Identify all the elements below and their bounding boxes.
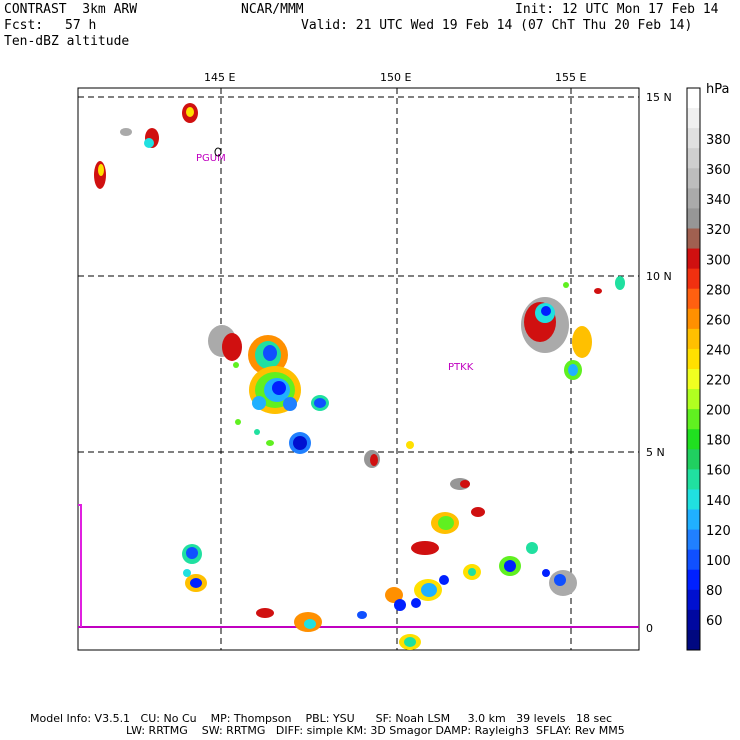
- colorbar-tick-label: 300: [706, 253, 731, 268]
- lon-label-145: 145 E: [204, 71, 235, 84]
- colorbar-tick-label: 320: [706, 223, 731, 238]
- colorbar-swatch: [687, 369, 700, 390]
- colorbar-tick-label: 220: [706, 374, 731, 389]
- colorbar-tick-label: 140: [706, 494, 731, 509]
- colorbar-swatch: [687, 509, 700, 531]
- map-frame: [77, 87, 640, 651]
- fcst-value: 57 h: [65, 18, 97, 33]
- colorbar-swatch: [687, 529, 700, 551]
- colorbar-swatch: [687, 489, 700, 510]
- colorbar-swatch: [687, 389, 700, 410]
- colorbar-swatch: [687, 228, 700, 250]
- colorbar-tick-label: 360: [706, 163, 731, 178]
- colorbar-swatch: [687, 569, 700, 591]
- colorbar-tick-label: 160: [706, 464, 731, 479]
- lat-label-15: 15 N: [646, 91, 672, 104]
- graticule: [78, 88, 639, 650]
- lat-label-10: 10 N: [646, 270, 672, 283]
- colorbar-swatch: [687, 128, 700, 149]
- colorbar-swatch: [687, 549, 700, 571]
- echo-cluster-east: [521, 276, 625, 380]
- colorbar-tick-label: 80: [706, 584, 723, 599]
- echo-cluster-south: [182, 544, 577, 650]
- colorbar-tick-label: 200: [706, 404, 731, 419]
- colorbar-tick-label: 240: [706, 343, 731, 358]
- colorbar-swatch: [687, 328, 700, 350]
- colorbar-swatch: [687, 108, 700, 129]
- fcst-label: Fcst:: [4, 18, 44, 33]
- station-ptkk: PTKK: [448, 362, 474, 373]
- valid-time: Valid: 21 UTC Wed 19 Feb 14 (07 ChT Thu …: [301, 18, 693, 33]
- colorbar-swatch: [687, 409, 700, 430]
- colorbar-swatch: [687, 88, 700, 109]
- colorbar-tick-label: 280: [706, 283, 731, 298]
- colorbar-swatch: [687, 629, 700, 651]
- colorbar-swatch: [687, 308, 700, 330]
- org-label: NCAR/MMM: [241, 2, 304, 17]
- radar-echo-cells: [94, 103, 625, 650]
- colorbar-swatch: [687, 148, 700, 169]
- colorbar-labels: 380 360 340 320 300 280 260 240 220 200 180 160 140 1…: [706, 133, 731, 629]
- lon-label-150: 150 E: [380, 71, 411, 84]
- lon-label-155: 155 E: [555, 71, 586, 84]
- colorbar-swatch: [687, 469, 700, 490]
- colorbar-swatch: [687, 248, 700, 270]
- colorbar-tick-label: 260: [706, 313, 731, 328]
- colorbar-tick-label: 120: [706, 524, 731, 539]
- colorbar-frame: [686, 87, 701, 651]
- station-pgum: PGUM: [196, 153, 226, 164]
- domain-boundary: [78, 504, 82, 627]
- colorbar: [686, 87, 701, 651]
- colorbar-tick-label: 60: [706, 614, 723, 629]
- lat-label-0: 0: [646, 622, 653, 635]
- model-title: CONTRAST 3km ARW: [4, 2, 138, 17]
- colorbar-swatch: [687, 208, 700, 229]
- model-info-line1: Model Info: V3.5.1 CU: No Cu MP: Thompso…: [30, 712, 613, 725]
- echo-cluster-nw: [94, 103, 222, 189]
- colorbar-tick-label: 100: [706, 554, 731, 569]
- echo-cluster-west: [208, 325, 329, 454]
- colorbar-swatch: [687, 609, 700, 631]
- colorbar-unit: hPa: [706, 82, 729, 97]
- colorbar-swatch: [687, 589, 700, 611]
- model-info-line2: LW: RRTMG SW: RRTMG DIFF: simple KM: 3D …: [126, 724, 625, 737]
- echo-cluster-center: [364, 441, 538, 555]
- colorbar-swatch: [687, 348, 700, 370]
- colorbar-swatch: [687, 168, 700, 189]
- colorbar-swatch: [687, 268, 700, 290]
- colorbar-tick-label: 340: [706, 193, 731, 208]
- colorbar-tick-label: 380: [706, 133, 731, 148]
- init-time: Init: 12 UTC Mon 17 Feb 14: [515, 2, 719, 17]
- colorbar-swatch: [687, 429, 700, 450]
- colorbar-swatch: [687, 188, 700, 209]
- lat-label-5: 5 N: [646, 446, 665, 459]
- colorbar-swatch: [687, 288, 700, 310]
- colorbar-swatch: [687, 449, 700, 470]
- field-name: Ten-dBZ altitude: [4, 34, 130, 49]
- colorbar-tick-label: 180: [706, 434, 731, 449]
